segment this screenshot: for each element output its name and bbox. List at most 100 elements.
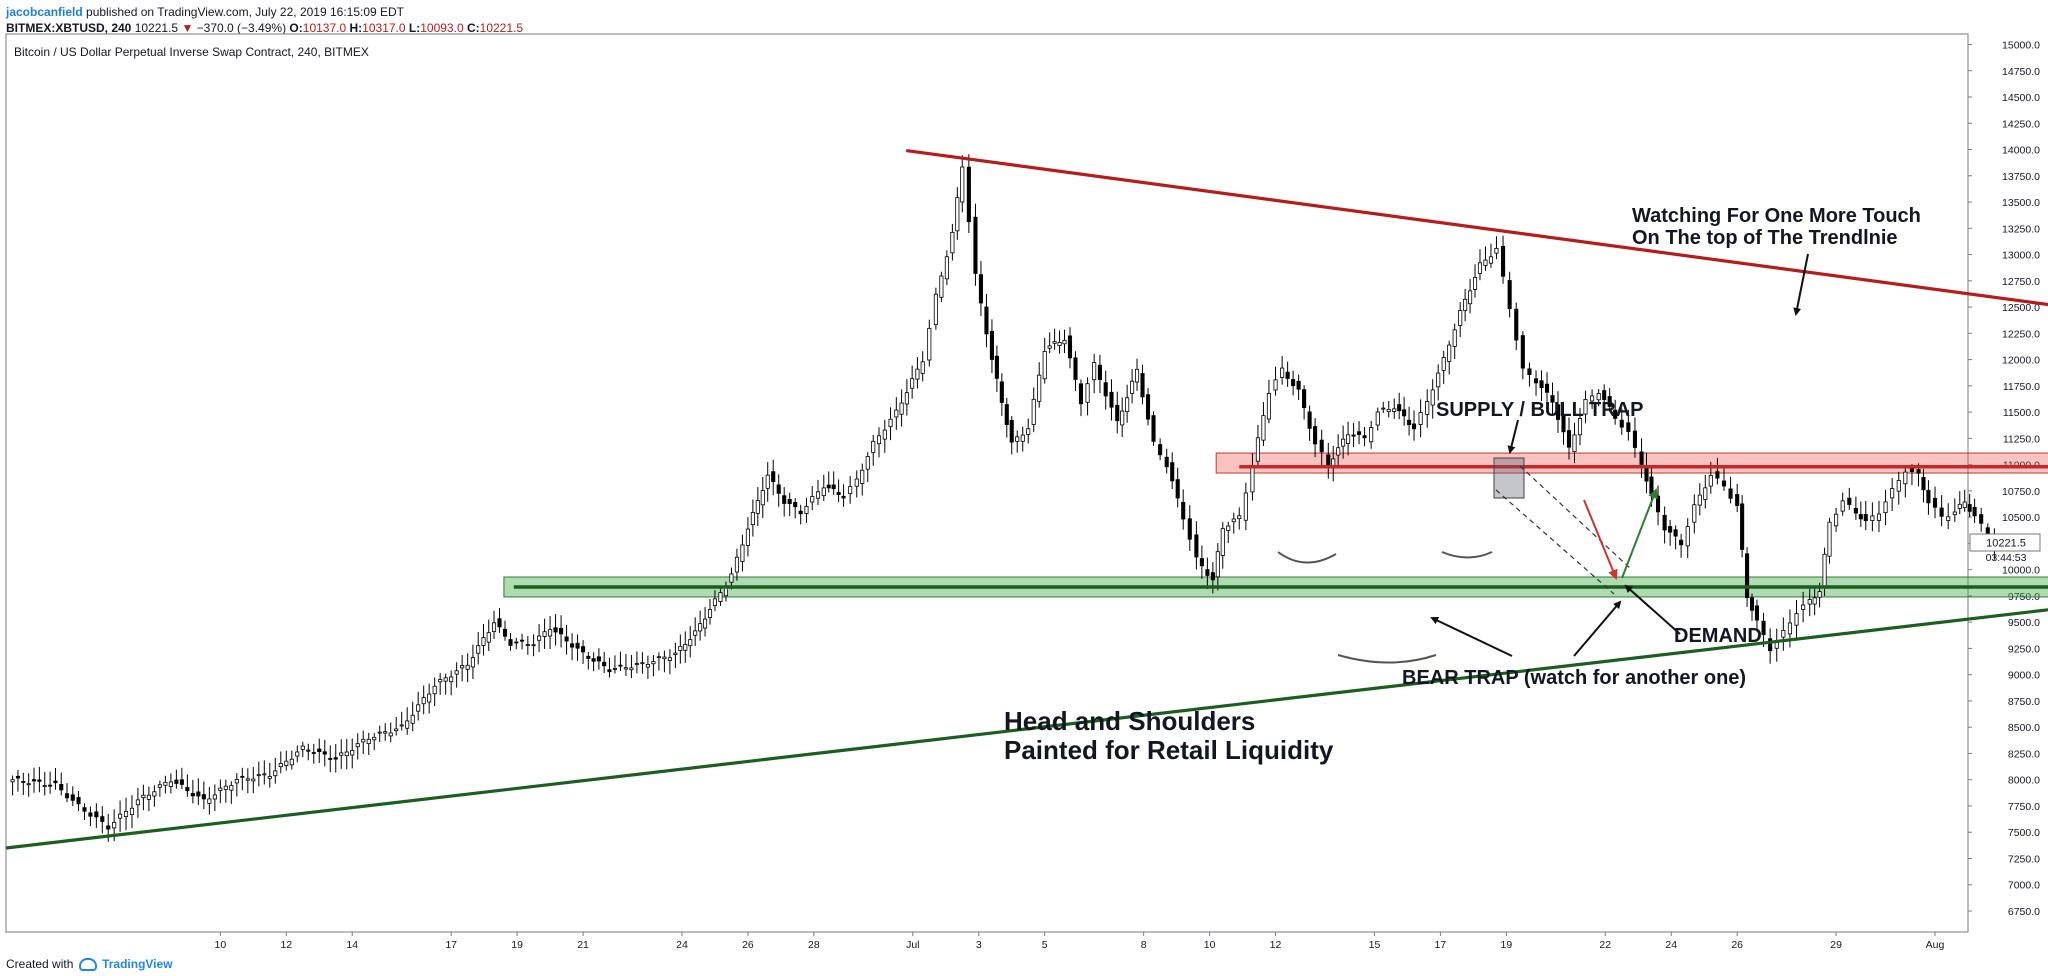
x-tick-label: 5 xyxy=(1042,939,1048,951)
candle-body xyxy=(745,528,750,546)
candle-body xyxy=(804,505,809,514)
candle-body xyxy=(826,484,831,489)
x-tick-label: 17 xyxy=(1435,939,1447,951)
candle-body xyxy=(939,275,944,298)
author-name[interactable]: jacobcanfield xyxy=(6,5,83,19)
candle-body xyxy=(1210,572,1215,581)
candle-body xyxy=(1175,479,1180,499)
candle-body xyxy=(1639,451,1644,468)
candle-body xyxy=(311,752,316,754)
candle-body xyxy=(1170,462,1175,482)
x-axis[interactable]: 10 12 14 17 19 21 24 26 28 Jul 3 5 8 10 12 15 17 19 22 24 26… xyxy=(214,932,1945,951)
y-tick-label: 9250.0 xyxy=(2008,643,2040,655)
candle-body xyxy=(673,652,678,655)
y-tick-label: 13500.0 xyxy=(2002,197,2040,209)
candle-body xyxy=(581,646,586,653)
candle-body xyxy=(152,791,157,797)
candles-layer[interactable] xyxy=(10,154,1997,842)
y-tick-label: 12000.0 xyxy=(2002,355,2040,367)
candle-body xyxy=(740,544,745,562)
candle-body xyxy=(1085,383,1090,403)
candle-body xyxy=(1145,394,1151,420)
annotation-head-shoulders-line1: Head and Shoulders xyxy=(1004,706,1255,736)
candle-body xyxy=(1472,276,1478,290)
candle-body xyxy=(179,779,184,785)
candle-body xyxy=(860,469,865,484)
candle-body xyxy=(361,738,366,743)
candle-body xyxy=(904,392,909,405)
y-tick-label: 6750.0 xyxy=(2008,906,2040,918)
candle-body xyxy=(1590,395,1595,402)
last-price: 10221.5 xyxy=(134,21,179,35)
candle-body xyxy=(240,775,245,778)
candle-body xyxy=(1807,599,1812,605)
tradingview-logo-icon xyxy=(78,958,97,972)
candle-body xyxy=(1896,480,1901,492)
current-price-label: 10221.5 xyxy=(1986,538,2026,550)
x-tick-label: 21 xyxy=(577,939,589,951)
candle-body xyxy=(634,663,639,665)
candle-body xyxy=(1134,368,1140,383)
candle-body xyxy=(1296,380,1301,390)
candle-body xyxy=(1890,488,1895,499)
candle-body xyxy=(1679,539,1684,546)
candle-body xyxy=(776,484,781,494)
y-tick-label: 14750.0 xyxy=(2002,66,2040,78)
candle-body xyxy=(1447,344,1452,362)
trendlines-layer[interactable] xyxy=(5,148,2048,850)
candle-body xyxy=(1436,372,1441,388)
annotation-watching-line1: Watching For One More Touch xyxy=(1632,205,1921,227)
candle-body xyxy=(1291,379,1296,387)
candle-body xyxy=(1468,290,1473,305)
candle-body xyxy=(410,714,415,724)
candle-body xyxy=(1411,423,1417,430)
candle-body xyxy=(1827,521,1832,557)
y-tick-label: 11250.0 xyxy=(2003,433,2040,445)
candle-body xyxy=(1962,501,1967,508)
candle-body xyxy=(899,402,904,415)
candle-body xyxy=(1215,551,1220,578)
price-chart[interactable]: Bitcoin / US Dollar Perpetual Inverse Sw… xyxy=(0,0,2048,952)
candle-body xyxy=(163,781,168,786)
candle-body xyxy=(933,293,938,326)
candle-body xyxy=(920,361,925,374)
candle-body xyxy=(59,784,64,791)
x-tick-label: 8 xyxy=(1141,939,1147,951)
x-tick-label: 19 xyxy=(1501,939,1513,951)
y-tick-label: 8250.0 xyxy=(2008,748,2040,760)
y-tick-label: 8750.0 xyxy=(2008,696,2040,708)
y-tick-label: 13750.0 xyxy=(2002,171,2040,183)
plot-area xyxy=(5,33,1969,933)
tradingview-link[interactable]: TradingView xyxy=(102,957,173,971)
candle-body xyxy=(1555,404,1561,420)
candle-body xyxy=(836,492,841,495)
candle-body xyxy=(537,635,542,641)
candle-body xyxy=(760,490,765,506)
candle-body xyxy=(1673,529,1678,537)
candle-body xyxy=(1418,412,1423,425)
y-axis[interactable]: 15000.0 14750.0 14500.0 14250.0 14000.0 13750… xyxy=(1967,34,2040,932)
candle-body xyxy=(1952,511,1957,516)
candle-body xyxy=(350,750,355,756)
candle-body xyxy=(1015,436,1020,442)
candle-body xyxy=(1781,630,1786,638)
candle-body xyxy=(798,510,803,515)
chart-header: jacobcanfield published on TradingView.c… xyxy=(6,4,1006,38)
candle-body xyxy=(1375,411,1380,426)
y-tick-label: 9500.0 xyxy=(2008,617,2040,629)
candle-body xyxy=(698,623,703,632)
x-tick-label: 12 xyxy=(280,939,292,951)
close-value: 10221.5 xyxy=(479,21,524,35)
candle-body xyxy=(1357,431,1362,435)
candle-body xyxy=(1761,620,1766,636)
y-tick-label: 14500.0 xyxy=(2002,92,2040,104)
resistance-trendline[interactable] xyxy=(905,148,2048,345)
candle-body xyxy=(793,502,798,508)
current-price-tag xyxy=(1969,533,2041,552)
support-trendline[interactable] xyxy=(5,575,2048,850)
candle-body xyxy=(1921,477,1926,491)
candle-body xyxy=(201,794,206,800)
candle-body xyxy=(1313,426,1318,445)
candle-body xyxy=(966,166,971,223)
candle-body xyxy=(1561,415,1566,433)
